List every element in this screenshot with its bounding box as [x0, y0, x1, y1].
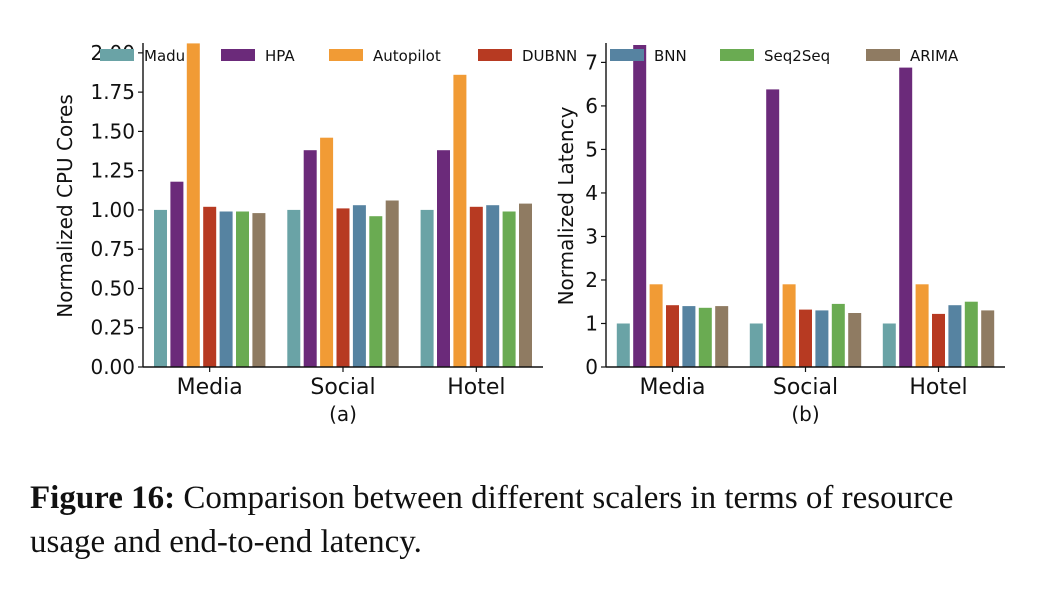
legend-label: Autopilot — [373, 47, 441, 65]
bar-hpa-social — [303, 150, 317, 367]
bar-dubnn-hotel — [932, 313, 945, 367]
y-axis-label: Normalized Latency — [554, 106, 578, 305]
legend-swatch — [866, 49, 900, 61]
x-tick-label: Media — [639, 375, 705, 400]
legend-label: BNN — [654, 47, 687, 65]
bar-bnn-media — [219, 211, 233, 367]
caption-text: Comparison between different scalers in … — [30, 480, 954, 560]
legend: Madu HPA Autopilot DUBNN BNN Seq2Seq ARIMA — [100, 47, 959, 65]
legend-item-autopilot: Autopilot — [329, 47, 441, 65]
y-tick-label: 2 — [585, 268, 598, 292]
y-tick-label: 6 — [585, 94, 598, 118]
legend-swatch — [478, 49, 512, 61]
bar-arima-media — [252, 213, 266, 367]
bar-madu-social — [287, 209, 301, 367]
bar-seq2seq-social — [369, 216, 383, 367]
bar-arima-hotel — [519, 203, 532, 367]
legend-item-arima: ARIMA — [866, 47, 959, 65]
bar-bnn-media — [682, 306, 696, 367]
bar-seq2seq-media — [698, 307, 712, 367]
legend-label: Madu — [144, 47, 185, 65]
bar-madu-media — [616, 323, 630, 367]
bar-hpa-social — [766, 89, 780, 368]
chart-subtitle: (a) — [329, 402, 357, 426]
legend-swatch — [221, 49, 255, 61]
bar-arima-social — [385, 200, 399, 367]
bar-bnn-hotel — [948, 305, 962, 367]
bar-madu-hotel — [420, 209, 434, 367]
bar-autopilot-media — [649, 284, 663, 367]
bar-autopilot-social — [320, 137, 334, 367]
figure-16: 0.000.250.500.751.001.251.501.752.00Medi… — [53, 41, 1005, 426]
bar-bnn-social — [815, 310, 829, 367]
y-tick-label: 0.50 — [90, 276, 135, 300]
x-tick-label: Hotel — [447, 375, 505, 400]
bar-seq2seq-hotel — [502, 211, 516, 367]
bar-dubnn-media — [203, 206, 217, 367]
y-tick-label: 1.00 — [90, 198, 135, 222]
y-tick-label: 0.25 — [90, 316, 135, 340]
legend-item-dubnn: DUBNN — [478, 47, 577, 65]
bar-dubnn-social — [799, 309, 812, 367]
bar-madu-media — [154, 209, 167, 367]
bar-bnn-hotel — [486, 205, 500, 367]
bar-autopilot-media — [186, 43, 200, 368]
chart-latency: 0 1 2 3 4 5 6 7 Media Social Hotel (b) Normalized La… — [554, 43, 1005, 426]
bar-hpa-hotel — [437, 150, 450, 367]
y-tick-label: 0.75 — [90, 237, 135, 261]
y-tick-label: 7 — [585, 50, 598, 74]
bar-dubnn-social — [336, 208, 350, 367]
legend-item-bnn: BNN — [610, 47, 687, 65]
bar-hpa-hotel — [899, 67, 913, 367]
x-tick-label: Hotel — [909, 375, 967, 400]
bar-autopilot-social — [782, 284, 796, 367]
y-tick-label: 1.75 — [90, 80, 135, 104]
legend-label: HPA — [265, 47, 295, 65]
legend-swatch — [100, 49, 134, 61]
bar-arima-social — [848, 313, 862, 367]
bar-seq2seq-hotel — [964, 301, 978, 367]
bar-arima-hotel — [981, 310, 995, 367]
legend-label: Seq2Seq — [764, 47, 830, 65]
bar-seq2seq-media — [236, 211, 249, 367]
chart-subtitle: (b) — [791, 402, 819, 426]
x-tick-label: Social — [773, 375, 838, 400]
bar-dubnn-media — [666, 305, 679, 367]
y-tick-label: 1 — [585, 311, 598, 335]
bar-madu-social — [749, 323, 763, 367]
caption-label: Figure 16: — [30, 480, 176, 516]
figure-caption: Figure 16: Comparison between different … — [30, 476, 1035, 564]
legend-label: DUBNN — [522, 47, 577, 65]
y-tick-label: 1.50 — [90, 119, 135, 143]
chart-cpu-cores: 0.000.250.500.751.001.251.501.752.00Medi… — [53, 41, 543, 426]
legend-item-seq2seq: Seq2Seq — [720, 47, 830, 65]
x-tick-label: Social — [310, 375, 375, 400]
bar-seq2seq-social — [831, 303, 845, 367]
legend-swatch — [329, 49, 363, 61]
legend-swatch — [720, 49, 754, 61]
bar-madu-hotel — [882, 323, 896, 367]
bar-dubnn-hotel — [469, 206, 483, 367]
y-tick-label: 5 — [585, 137, 598, 161]
bar-hpa-media — [633, 45, 647, 367]
y-axis-label: Normalized CPU Cores — [53, 94, 77, 318]
y-tick-label: 1.25 — [90, 159, 135, 183]
bar-autopilot-hotel — [453, 74, 467, 368]
legend-item-hpa: HPA — [221, 47, 295, 65]
y-tick-label: 0 — [585, 355, 598, 379]
legend-swatch — [610, 49, 644, 61]
y-tick-label: 0.00 — [90, 355, 135, 379]
bar-arima-media — [715, 306, 729, 367]
x-tick-label: Media — [177, 375, 243, 400]
bar-autopilot-hotel — [915, 284, 929, 367]
bar-bnn-social — [352, 205, 366, 367]
legend-item-madu: Madu — [100, 47, 185, 65]
y-tick-label: 3 — [585, 224, 598, 248]
bar-hpa-media — [170, 181, 184, 367]
legend-label: ARIMA — [910, 47, 959, 65]
y-tick-label: 4 — [585, 181, 598, 205]
